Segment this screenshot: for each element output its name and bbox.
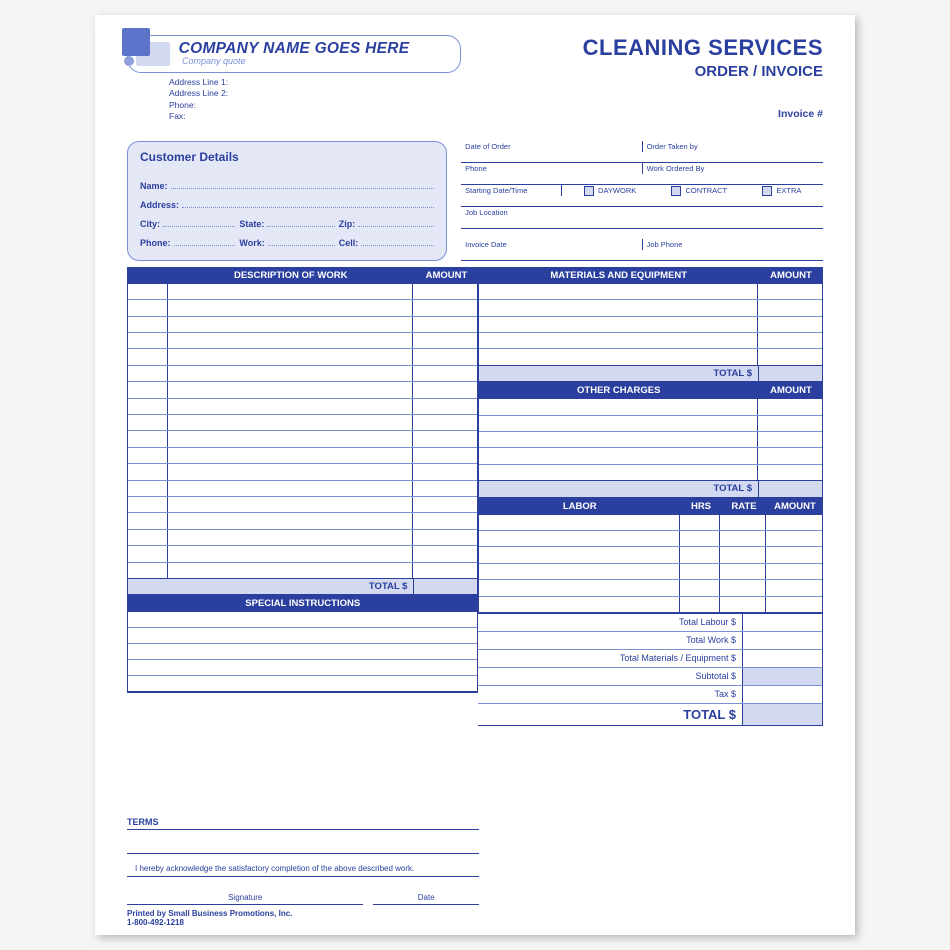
fax-label: Fax:: [169, 111, 461, 122]
description-lines[interactable]: [127, 284, 478, 579]
logo-icon: [122, 28, 168, 66]
doc-title: CLEANING SERVICES: [489, 35, 823, 61]
desc-header: DESCRIPTION OF WORK: [167, 270, 414, 281]
total-materials-label: Total Materials / Equipment $: [478, 650, 742, 667]
special-lines[interactable]: [127, 612, 478, 693]
job-phone-label: Job Phone: [643, 239, 823, 250]
order-taken-by-label: Order Taken by: [643, 141, 823, 152]
company-box: COMPANY NAME GOES HERE Company quote: [127, 35, 461, 73]
info-row: Customer Details Name: Address: City: St…: [127, 141, 823, 261]
materials-header: MATERIALS AND EQUIPMENT: [478, 270, 759, 281]
order-details-box: Date of Order Order Taken by Phone Work …: [461, 141, 823, 261]
footer-phone: 1-800-492-1218: [127, 918, 184, 927]
right-column: MATERIALS AND EQUIPMENT AMOUNT TOTAL $ O…: [478, 267, 823, 726]
cust-zip-label: Zip:: [339, 219, 356, 229]
ack-text: I hereby acknowledge the satisfactory co…: [127, 854, 479, 877]
cust-city-label: City:: [140, 219, 160, 229]
amount-header-1: AMOUNT: [414, 270, 478, 281]
total-work-label: Total Work $: [478, 632, 742, 649]
amount-header-2: AMOUNT: [759, 270, 823, 281]
cust-address-label: Address:: [140, 200, 179, 210]
header: COMPANY NAME GOES HERE Company quote Add…: [127, 35, 823, 123]
terms-block: TERMS I hereby acknowledge the satisfact…: [127, 813, 479, 905]
materials-total-bar: TOTAL $: [478, 366, 823, 382]
other-lines[interactable]: [478, 399, 823, 481]
main-tables: DESCRIPTION OF WORK AMOUNT TOTAL $ SPECI…: [127, 267, 823, 726]
work-ordered-by-label: Work Ordered By: [643, 163, 823, 174]
phone-label: Phone:: [169, 100, 461, 111]
starting-date-label: Starting Date/Time: [461, 185, 562, 196]
materials-lines[interactable]: [478, 284, 823, 366]
header-left: COMPANY NAME GOES HERE Company quote Add…: [127, 35, 461, 123]
other-total-bar: TOTAL $: [478, 481, 823, 497]
order-phone-label: Phone: [461, 163, 642, 174]
labor-header: LABOR: [478, 501, 681, 512]
customer-title: Customer Details: [140, 150, 434, 164]
signature-label[interactable]: Signature: [127, 893, 363, 905]
date-label[interactable]: Date: [373, 893, 479, 905]
special-header: SPECIAL INSTRUCTIONS: [127, 595, 478, 612]
printed-by: Printed by Small Business Promotions, In…: [127, 909, 292, 918]
hrs-header: HRS: [681, 501, 721, 512]
company-address: Address Line 1: Address Line 2: Phone: F…: [127, 77, 461, 123]
addr2-label: Address Line 2:: [169, 88, 461, 99]
job-location-label: Job Location: [461, 207, 823, 218]
description-column: DESCRIPTION OF WORK AMOUNT TOTAL $ SPECI…: [127, 267, 478, 726]
cust-work-label: Work:: [239, 238, 264, 248]
extra-checkbox[interactable]: EXTRA: [762, 186, 801, 196]
total-labour-label: Total Labour $: [478, 614, 742, 631]
customer-details-box: Customer Details Name: Address: City: St…: [127, 141, 447, 261]
footer: Printed by Small Business Promotions, In…: [127, 909, 292, 927]
doc-subtitle: ORDER / INVOICE: [489, 63, 823, 80]
grand-total-label: TOTAL $: [478, 704, 742, 725]
rate-header: RATE: [721, 501, 767, 512]
invoice-page: COMPANY NAME GOES HERE Company quote Add…: [95, 15, 855, 935]
other-charges-header: OTHER CHARGES: [478, 385, 759, 396]
date-of-order-label: Date of Order: [461, 141, 642, 152]
work-total-bar: TOTAL $: [127, 579, 478, 595]
subtotal-label: Subtotal $: [478, 668, 742, 685]
daywork-checkbox[interactable]: DAYWORK: [584, 186, 636, 196]
invoice-number-label: Invoice #: [489, 108, 823, 120]
summary-block: Total Labour $ Total Work $ Total Materi…: [478, 613, 823, 726]
labor-lines[interactable]: [478, 515, 823, 613]
cust-phone-label: Phone:: [140, 238, 171, 248]
amount-header-4: AMOUNT: [767, 501, 823, 512]
contract-checkbox[interactable]: CONTRACT: [671, 186, 727, 196]
addr1-label: Address Line 1:: [169, 77, 461, 88]
terms-label: TERMS: [127, 813, 479, 830]
tax-label: Tax $: [478, 686, 742, 703]
work-type-checks: DAYWORK CONTRACT EXTRA: [566, 186, 819, 196]
cust-name-label: Name:: [140, 181, 168, 191]
amount-header-3: AMOUNT: [759, 385, 823, 396]
header-right: CLEANING SERVICES ORDER / INVOICE Invoic…: [489, 35, 823, 123]
cust-state-label: State:: [239, 219, 264, 229]
invoice-date-label: Invoice Date: [461, 239, 642, 250]
cust-cell-label: Cell:: [339, 238, 359, 248]
